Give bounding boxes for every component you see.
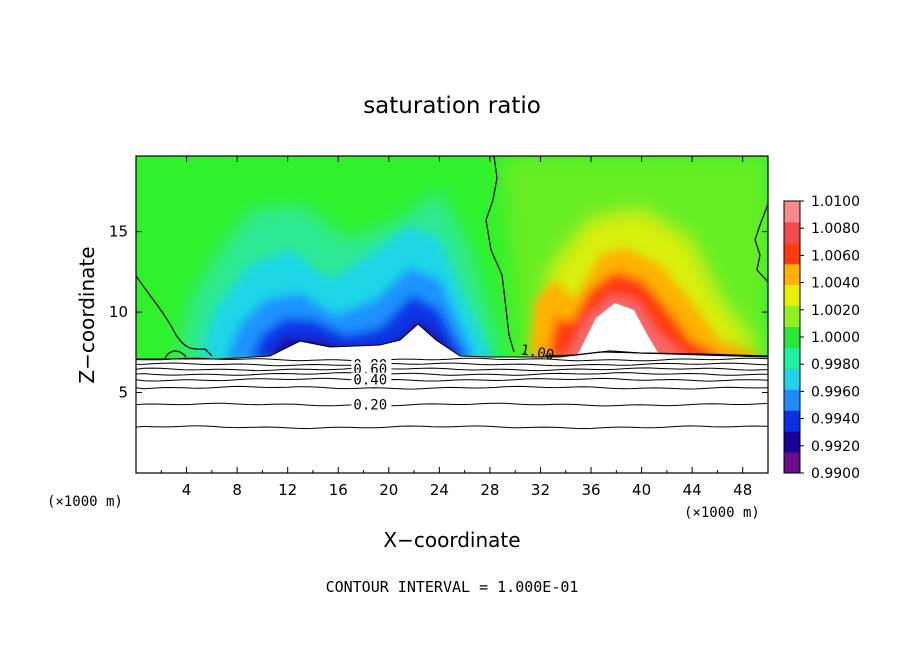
x-axis-label: X−coordinate [383,528,520,552]
colorbar-swatch [784,263,800,286]
contour-interval-note: CONTOUR INTERVAL = 1.000E-01 [326,578,579,596]
y-axis-label: Z−coordinate [75,246,99,383]
y-tick-label: 15 [109,223,128,241]
contour-line [136,402,768,407]
y-axis-ticks: 5 10 15 [109,223,768,402]
contour-line [136,377,768,382]
chart-title: saturation ratio [363,93,541,119]
x-tick-label: 36 [581,481,600,499]
colorbar-swatch [784,305,800,328]
x-unit-label-left: (×1000 m) [47,494,123,510]
y-tick-label: 5 [118,384,128,402]
field-white-peak [575,303,662,360]
colorbar-swatch [784,389,800,411]
colorbar-swatch [784,201,800,223]
below-terrain-contours: 0.800.600.400.20 [136,357,768,430]
contour-line [136,362,768,367]
colorbar-swatch [784,431,800,453]
contour-line [136,425,768,430]
saturation-field: 0.800.600.400.20 [136,156,768,473]
contour-line [136,372,768,376]
x-tick-label: 48 [733,481,752,499]
colorbar-swatch [784,284,800,307]
colorbar-swatch [784,242,800,265]
colorbar-label: 0.9920 [811,439,860,455]
colorbar-swatch [784,347,800,369]
contour-line [136,357,768,362]
x-axis-ticks: 4 8 12 16 20 24 28 32 36 40 44 48 [160,156,752,499]
x-tick-label: 32 [531,481,550,499]
colorbar-label: 0.9940 [811,412,860,428]
x-unit-label-right: (×1000 m) [684,505,760,521]
contour-100-right-base [544,350,768,357]
colorbar: 1.0100 1.0080 1.0060 1.0040 1.0020 1.0000 0.99… [783,194,860,482]
contour-label: 0.20 [353,398,387,414]
colorbar-labels: 1.0100 1.0080 1.0060 1.0040 1.0020 1.0000 0.99… [800,194,860,482]
terrain-mask [136,324,768,473]
colorbar-label: 1.0020 [811,303,860,319]
colorbar-label: 0.9900 [811,466,860,482]
colorbar-label: 1.0080 [811,221,860,237]
contour-label-100: 1.00 [519,342,555,364]
contour-line [136,367,768,372]
colorbar-label: 1.0060 [811,248,860,264]
x-tick-label: 12 [278,481,297,499]
x-tick-label: 44 [683,481,702,499]
colorbar-swatch [784,410,800,432]
colorbar-label: 1.0000 [811,330,860,346]
colorbar-swatch [784,452,800,474]
x-tick-label: 8 [232,481,242,499]
contour-line [136,385,768,390]
plot-area: 0.800.600.400.20 4812162024283236404448 … [109,155,769,499]
colorbar-swatch [784,221,800,244]
x-tick-label: 24 [430,481,449,499]
contour-100-left-loop [164,350,187,359]
contour-100-left [136,275,213,357]
colorbar-swatch [784,326,800,348]
plot-frame [135,155,769,474]
contour-label: 0.40 [353,373,387,389]
colorbar-label: 0.9960 [811,384,860,400]
contour-label-bg [351,362,392,376]
x-tick-label: 28 [480,481,499,499]
contour-100-right [754,203,768,283]
terrain-outline [136,323,768,360]
colorbar-blocks [784,201,800,474]
x-tick-label: 16 [329,481,348,499]
contour-label-bg [351,372,392,386]
x-tick-label: 20 [379,481,398,499]
colorbar-label: 0.9980 [811,357,860,373]
colorbar-label: 1.0040 [811,276,860,292]
y-tick-label: 10 [109,303,128,321]
x-tick-label: 4 [182,481,192,499]
contour-label-bg [351,397,392,411]
x-tick-label: 40 [632,481,651,499]
contour-100-center [485,156,515,353]
colorbar-swatch [784,368,800,390]
colorbar-label: 1.0100 [811,194,860,210]
